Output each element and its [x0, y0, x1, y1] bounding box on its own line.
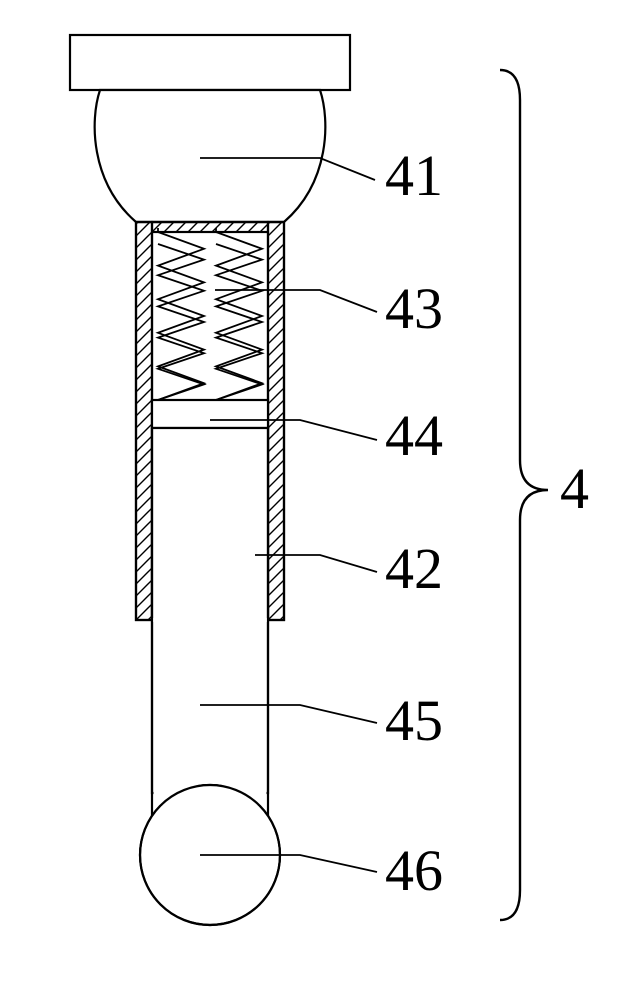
label-4: 4 — [560, 456, 589, 521]
label-44: 44 — [385, 403, 443, 468]
piston-44 — [152, 400, 268, 428]
label-45: 45 — [385, 688, 443, 753]
label-41: 41 — [385, 143, 443, 208]
label-46: 46 — [385, 838, 443, 903]
assembly-diagram: 41 43 44 42 45 46 4 — [0, 0, 636, 1000]
head-41 — [95, 90, 326, 222]
sleeve-wall-left — [136, 222, 152, 620]
sleeve-wall-right — [268, 222, 284, 620]
label-42: 42 — [385, 536, 443, 601]
label-43: 43 — [385, 276, 443, 341]
rod-45 — [152, 428, 268, 793]
